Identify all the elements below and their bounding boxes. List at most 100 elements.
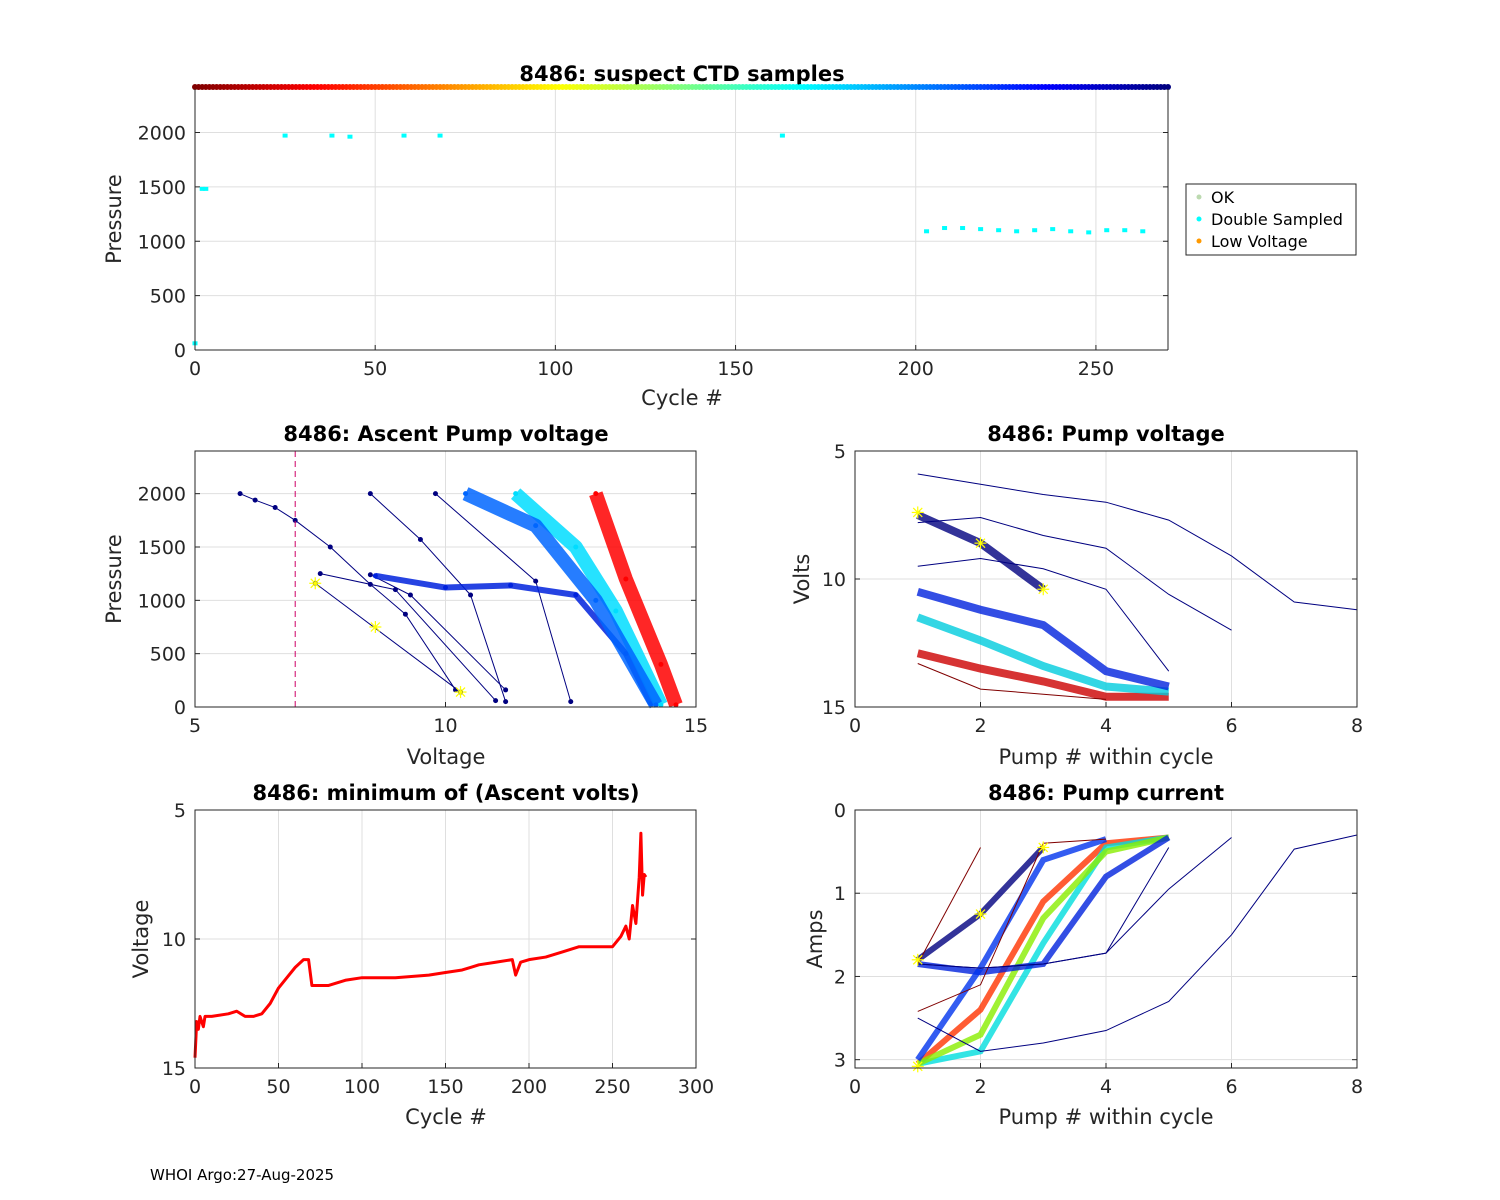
- suspect-ytick-label: 500: [150, 286, 186, 308]
- ascent-series: [237, 487, 683, 709]
- pumpc-xtick-label: 0: [849, 1076, 861, 1098]
- pumpv-xtick-label: 6: [1225, 715, 1237, 737]
- minv-title: 8486: minimum of (Ascent volts): [252, 781, 639, 805]
- star-stroke: [912, 1061, 923, 1072]
- double-sampled-mark: [1086, 230, 1092, 235]
- star-stroke: [912, 954, 923, 965]
- double-sampled-mark: [978, 227, 984, 232]
- ascent-point: [533, 523, 539, 529]
- suspect-samples-panel: 8486: suspect CTD samples Pressure Cycle…: [102, 62, 1357, 410]
- ascent-axes-frame: [194, 450, 697, 708]
- pumpc-xtick-label: 4: [1100, 1076, 1112, 1098]
- pumpv-series-line-extended-1: [917, 517, 1232, 631]
- minv-xlabel: Cycle #: [405, 1105, 487, 1129]
- double-sampled-mark: [1050, 227, 1056, 232]
- ascent-series-line-late-cycle-1: [239, 493, 456, 691]
- ascent-point: [463, 491, 469, 497]
- ascent-flag-star-marker: [369, 621, 382, 633]
- ascent-point: [468, 592, 474, 598]
- minv-ytick-label: 5: [174, 800, 186, 822]
- double-sampled-mark: [282, 133, 288, 138]
- double-sampled-mark: [942, 226, 948, 231]
- suspect-ytick-label: 2000: [138, 123, 186, 145]
- pumpc-axes-frame: [854, 809, 1358, 1069]
- ascent-pump-voltage-panel: 8486: Ascent Pump voltage Pressure Volta…: [102, 422, 708, 769]
- min-ascent-volts-panel: 8486: minimum of (Ascent volts) Voltage …: [129, 781, 714, 1129]
- ascent-point: [593, 491, 599, 497]
- double-sampled-mark: [1140, 229, 1146, 234]
- ascent-point: [327, 544, 333, 550]
- double-sampled-mark: [960, 226, 966, 231]
- legend-label-low-voltage: Low Voltage: [1211, 232, 1308, 251]
- ascent-point: [568, 699, 574, 705]
- pumpc-series: [911, 834, 1358, 1073]
- minv-plot-area: 0 50 100 150 200 250 300 5 10 15: [162, 800, 714, 1098]
- ascent-point: [653, 702, 659, 708]
- ascent-point: [508, 582, 514, 588]
- ascent-ytick-label: 500: [150, 644, 186, 666]
- ascent-point: [237, 491, 243, 497]
- pumpc-xtick-label: 6: [1225, 1076, 1237, 1098]
- suspect-xtick-label: 100: [537, 358, 573, 380]
- star-stroke: [1038, 842, 1049, 853]
- pumpc-series-line-extended-1: [917, 834, 1358, 1052]
- star-stroke: [370, 622, 381, 632]
- suspect-xtick-label: 0: [189, 358, 201, 380]
- ascent-xtick-label: 5: [189, 715, 201, 737]
- ascent-point: [443, 585, 448, 591]
- minv-ytick-label: 15: [162, 1058, 186, 1080]
- ascent-point: [503, 687, 509, 693]
- suspect-ytick-label: 1000: [138, 231, 186, 253]
- minv-xtick-label: 200: [511, 1076, 547, 1098]
- pumpv-series-line-extended-3: [917, 558, 1170, 672]
- double-sampled-mark: [779, 133, 785, 138]
- ascent-plot-area: 5 10 15 0 500 1000 1500 2000: [138, 450, 708, 737]
- pumpv-series-line-early-cycles: [916, 649, 1169, 701]
- suspect-title: 8486: suspect CTD samples: [519, 62, 844, 86]
- minv-xtick-label: 50: [266, 1076, 290, 1098]
- ascent-series-line-early-cycle: [589, 491, 683, 708]
- pump-voltage-panel: 8486: Pump voltage Volts Pump # within c…: [790, 422, 1363, 769]
- ascent-xlabel: Voltage: [407, 745, 486, 769]
- star-stroke: [975, 538, 986, 549]
- pumpv-ytick-label: 15: [822, 697, 846, 719]
- ascent-flag-star-marker: [454, 686, 467, 699]
- ascent-point: [533, 578, 539, 584]
- pumpv-series-line-extended-2: [917, 473, 1358, 611]
- ascent-xtick-label: 15: [684, 715, 708, 737]
- suspect-background: [195, 89, 1168, 350]
- pumpv-ytick-label: 5: [834, 441, 846, 463]
- ascent-point: [407, 592, 413, 598]
- pumpc-xtick-label: 8: [1351, 1076, 1363, 1098]
- ascent-ytick-label: 2000: [138, 484, 186, 506]
- legend-marker-double-sampled: [1196, 216, 1202, 222]
- pumpc-plot-area: 0 2 4 6 8 0 1 2 3: [834, 800, 1363, 1098]
- double-sampled-mark: [329, 133, 335, 138]
- ascent-ytick-label: 1000: [138, 590, 186, 612]
- ascent-point: [623, 576, 629, 582]
- min-ascent-volts-line: [193, 831, 648, 1058]
- ascent-point: [367, 572, 373, 578]
- pumpv-series-line-mid-cycles: [916, 613, 1170, 696]
- pumpc-flag-star-marker: [911, 1060, 924, 1073]
- ascent-point: [573, 592, 579, 598]
- ascent-series-line-mid-cycle: [510, 488, 668, 708]
- double-sampled-mark: [1014, 229, 1020, 234]
- minv-xtick-label: 250: [594, 1076, 630, 1098]
- pumpc-flag-star-marker: [1037, 841, 1050, 854]
- pumpv-flag-star-marker: [974, 537, 987, 550]
- cycle-color-dots: [192, 84, 1171, 90]
- suspect-xtick-label: 200: [898, 358, 934, 380]
- pumpv-series-line-earliest-cycle: [917, 663, 1107, 700]
- pumpv-xlabel: Pump # within cycle: [999, 745, 1214, 769]
- double-sampled-mark: [1032, 228, 1038, 233]
- suspect-plot-area: 0 50 100 150 200 250 0 500 1000 1500 2000: [138, 84, 1171, 380]
- minv-ytick-label: 10: [162, 929, 186, 951]
- star-stroke: [455, 687, 466, 697]
- pumpv-axes-frame: [854, 450, 1358, 708]
- ascent-series-line-late-cycle-2: [370, 493, 507, 702]
- ascent-point: [593, 597, 599, 603]
- ascent-point: [658, 661, 664, 667]
- minv-xtick-label: 150: [427, 1076, 463, 1098]
